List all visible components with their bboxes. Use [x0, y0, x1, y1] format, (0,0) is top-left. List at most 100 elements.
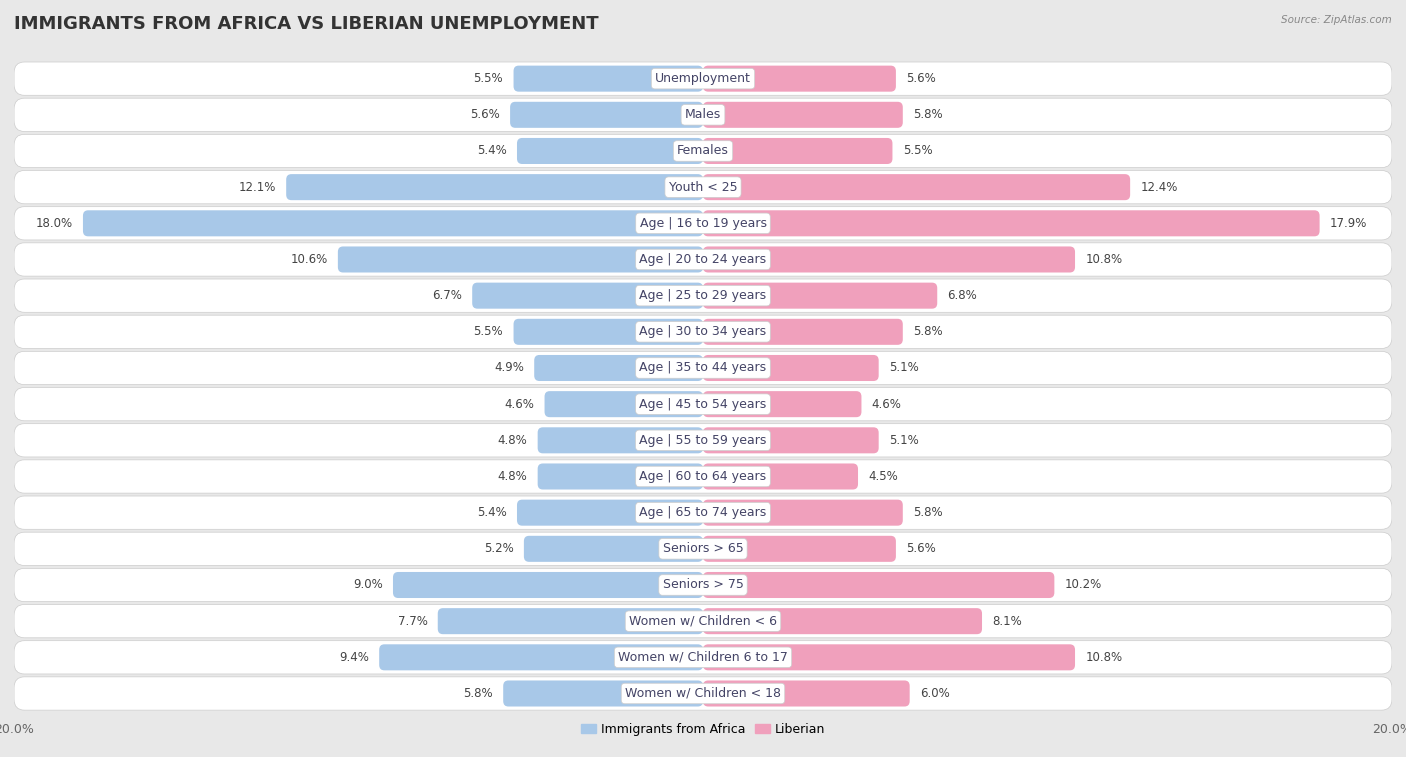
Text: 4.8%: 4.8% [498, 470, 527, 483]
Text: 12.1%: 12.1% [239, 181, 276, 194]
FancyBboxPatch shape [537, 427, 703, 453]
Text: 5.5%: 5.5% [903, 145, 932, 157]
FancyBboxPatch shape [703, 572, 1054, 598]
FancyBboxPatch shape [703, 463, 858, 490]
FancyBboxPatch shape [703, 319, 903, 345]
FancyBboxPatch shape [83, 210, 703, 236]
FancyBboxPatch shape [380, 644, 703, 671]
FancyBboxPatch shape [14, 459, 1392, 493]
Text: 5.1%: 5.1% [889, 434, 918, 447]
FancyBboxPatch shape [703, 391, 862, 417]
FancyBboxPatch shape [703, 536, 896, 562]
FancyBboxPatch shape [703, 427, 879, 453]
Legend: Immigrants from Africa, Liberian: Immigrants from Africa, Liberian [575, 718, 831, 741]
FancyBboxPatch shape [703, 174, 1130, 200]
Text: 5.5%: 5.5% [474, 326, 503, 338]
FancyBboxPatch shape [392, 572, 703, 598]
Text: Age | 45 to 54 years: Age | 45 to 54 years [640, 397, 766, 410]
FancyBboxPatch shape [703, 355, 879, 381]
Text: Seniors > 75: Seniors > 75 [662, 578, 744, 591]
Text: 10.2%: 10.2% [1064, 578, 1102, 591]
FancyBboxPatch shape [703, 138, 893, 164]
FancyBboxPatch shape [513, 66, 703, 92]
FancyBboxPatch shape [14, 170, 1392, 204]
Text: 5.8%: 5.8% [463, 687, 494, 700]
Text: 7.7%: 7.7% [398, 615, 427, 628]
FancyBboxPatch shape [14, 569, 1392, 602]
FancyBboxPatch shape [517, 138, 703, 164]
Text: Age | 20 to 24 years: Age | 20 to 24 years [640, 253, 766, 266]
Text: IMMIGRANTS FROM AFRICA VS LIBERIAN UNEMPLOYMENT: IMMIGRANTS FROM AFRICA VS LIBERIAN UNEMP… [14, 15, 599, 33]
Text: 5.1%: 5.1% [889, 362, 918, 375]
Text: 4.8%: 4.8% [498, 434, 527, 447]
FancyBboxPatch shape [703, 247, 1076, 273]
FancyBboxPatch shape [703, 66, 896, 92]
Text: 18.0%: 18.0% [35, 217, 73, 230]
Text: Women w/ Children < 6: Women w/ Children < 6 [628, 615, 778, 628]
Text: Women w/ Children 6 to 17: Women w/ Children 6 to 17 [619, 651, 787, 664]
Text: Source: ZipAtlas.com: Source: ZipAtlas.com [1281, 15, 1392, 25]
FancyBboxPatch shape [14, 207, 1392, 240]
Text: Females: Females [678, 145, 728, 157]
FancyBboxPatch shape [703, 681, 910, 706]
FancyBboxPatch shape [14, 62, 1392, 95]
Text: 4.9%: 4.9% [494, 362, 524, 375]
FancyBboxPatch shape [14, 388, 1392, 421]
Text: Age | 25 to 29 years: Age | 25 to 29 years [640, 289, 766, 302]
Text: Age | 35 to 44 years: Age | 35 to 44 years [640, 362, 766, 375]
Text: 5.8%: 5.8% [912, 108, 943, 121]
FancyBboxPatch shape [513, 319, 703, 345]
FancyBboxPatch shape [517, 500, 703, 525]
FancyBboxPatch shape [703, 608, 981, 634]
FancyBboxPatch shape [14, 134, 1392, 167]
FancyBboxPatch shape [14, 424, 1392, 457]
FancyBboxPatch shape [14, 532, 1392, 565]
Text: Youth < 25: Youth < 25 [669, 181, 737, 194]
FancyBboxPatch shape [534, 355, 703, 381]
Text: Males: Males [685, 108, 721, 121]
FancyBboxPatch shape [337, 247, 703, 273]
FancyBboxPatch shape [14, 243, 1392, 276]
Text: Age | 30 to 34 years: Age | 30 to 34 years [640, 326, 766, 338]
Text: 12.4%: 12.4% [1140, 181, 1178, 194]
FancyBboxPatch shape [14, 279, 1392, 313]
FancyBboxPatch shape [703, 644, 1076, 671]
FancyBboxPatch shape [537, 463, 703, 490]
FancyBboxPatch shape [14, 351, 1392, 385]
Text: 5.8%: 5.8% [912, 506, 943, 519]
FancyBboxPatch shape [703, 101, 903, 128]
Text: Age | 55 to 59 years: Age | 55 to 59 years [640, 434, 766, 447]
FancyBboxPatch shape [287, 174, 703, 200]
FancyBboxPatch shape [14, 640, 1392, 674]
Text: Unemployment: Unemployment [655, 72, 751, 85]
Text: Women w/ Children < 18: Women w/ Children < 18 [626, 687, 780, 700]
Text: 9.4%: 9.4% [339, 651, 368, 664]
FancyBboxPatch shape [14, 98, 1392, 132]
FancyBboxPatch shape [524, 536, 703, 562]
Text: 5.4%: 5.4% [477, 145, 506, 157]
FancyBboxPatch shape [14, 496, 1392, 529]
Text: 10.6%: 10.6% [290, 253, 328, 266]
Text: Age | 60 to 64 years: Age | 60 to 64 years [640, 470, 766, 483]
Text: 5.8%: 5.8% [912, 326, 943, 338]
Text: 5.6%: 5.6% [907, 72, 936, 85]
FancyBboxPatch shape [510, 101, 703, 128]
Text: 6.0%: 6.0% [920, 687, 950, 700]
Text: 4.6%: 4.6% [872, 397, 901, 410]
FancyBboxPatch shape [503, 681, 703, 706]
Text: 5.6%: 5.6% [470, 108, 499, 121]
Text: Age | 65 to 74 years: Age | 65 to 74 years [640, 506, 766, 519]
FancyBboxPatch shape [703, 282, 938, 309]
Text: Seniors > 65: Seniors > 65 [662, 542, 744, 556]
FancyBboxPatch shape [14, 605, 1392, 638]
FancyBboxPatch shape [703, 210, 1320, 236]
FancyBboxPatch shape [703, 500, 903, 525]
Text: Age | 16 to 19 years: Age | 16 to 19 years [640, 217, 766, 230]
FancyBboxPatch shape [14, 315, 1392, 348]
Text: 4.5%: 4.5% [869, 470, 898, 483]
Text: 8.1%: 8.1% [993, 615, 1022, 628]
Text: 5.5%: 5.5% [474, 72, 503, 85]
FancyBboxPatch shape [437, 608, 703, 634]
Text: 5.2%: 5.2% [484, 542, 513, 556]
Text: 5.4%: 5.4% [477, 506, 506, 519]
